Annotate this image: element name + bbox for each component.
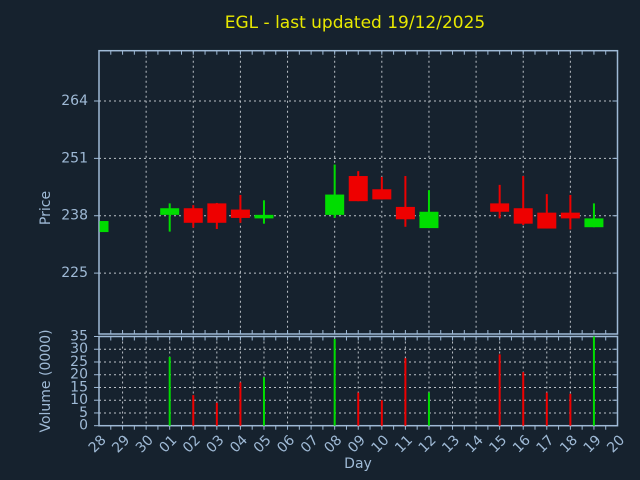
volume-bar-09 <box>357 392 360 426</box>
volume-bar-02 <box>192 395 195 426</box>
volume-bar-10 <box>380 400 383 426</box>
day-tick-label: 08 <box>321 432 345 456</box>
day-tick-label: 14 <box>463 432 487 456</box>
volume-tick-label: 10 <box>70 392 88 408</box>
candle-body-16 <box>513 208 533 224</box>
day-tick-label: 18 <box>557 432 581 456</box>
day-tick-label: 10 <box>369 432 393 456</box>
day-tick-label: 05 <box>251 432 275 456</box>
volume-bar-04 <box>239 382 242 426</box>
day-tick-label: 15 <box>486 432 510 456</box>
candle-body-04 <box>230 209 250 218</box>
day-tick-label: 04 <box>227 432 251 456</box>
candle-body-28 <box>99 221 109 233</box>
day-tick-label: 30 <box>133 432 157 456</box>
volume-tick-label: 30 <box>70 341 88 357</box>
candle-body-11 <box>395 206 415 220</box>
candle-body-17 <box>537 212 557 229</box>
day-tick-label: 13 <box>439 432 463 456</box>
volume-bar-15 <box>498 354 501 426</box>
day-tick-label: 17 <box>534 432 558 456</box>
candle-body-03 <box>207 203 227 223</box>
candle-body-01 <box>160 208 180 215</box>
volume-bar-12 <box>427 392 430 426</box>
volume-bar-17 <box>545 392 548 426</box>
volume-bar-03 <box>215 402 218 426</box>
day-tick-label: 19 <box>581 432 605 456</box>
volume-tick-label: 5 <box>79 405 88 421</box>
day-tick-label: 07 <box>298 432 322 456</box>
day-axis-title: Day <box>344 456 372 472</box>
price-tick-label: 251 <box>61 150 88 166</box>
candle-body-18 <box>560 212 580 219</box>
day-tick-label: 16 <box>510 432 534 456</box>
volume-tick-label: 0 <box>79 418 88 434</box>
candle-body-08 <box>325 194 345 215</box>
candles-group <box>99 164 604 233</box>
volume-bar-19 <box>592 336 595 426</box>
candle-body-02 <box>183 208 203 223</box>
candle-body-12 <box>419 211 439 229</box>
price-tick-label: 238 <box>61 208 88 224</box>
volume-bar-08 <box>333 339 336 426</box>
day-tick-label: 29 <box>109 432 133 456</box>
day-tick-label: 12 <box>416 432 440 456</box>
candle-body-09 <box>348 176 368 202</box>
volume-bar-01 <box>168 356 171 426</box>
volume-tick-label: 15 <box>70 379 88 395</box>
day-tick-label: 01 <box>156 432 180 456</box>
volume-tick-label: 20 <box>70 367 88 383</box>
price-tick-label: 225 <box>61 265 88 281</box>
volume-bar-11 <box>404 358 407 426</box>
day-tick-label: 06 <box>274 432 298 456</box>
volume-bar-16 <box>522 372 525 426</box>
volume-bar-18 <box>569 393 572 426</box>
day-tick-label: 11 <box>392 432 416 456</box>
price-tick-label: 264 <box>61 93 88 109</box>
volume-bar-05 <box>262 377 265 426</box>
day-tick-label: 03 <box>204 432 228 456</box>
volume-tick-label: 35 <box>70 329 88 345</box>
candle-body-05 <box>254 214 274 219</box>
day-tick-label: 28 <box>86 432 110 456</box>
candle-body-19 <box>584 218 604 228</box>
day-tick-label: 09 <box>345 432 369 456</box>
candle-body-15 <box>490 203 510 212</box>
day-tick-label: 02 <box>180 432 204 456</box>
chart-title: EGL - last updated 19/12/2025 <box>224 13 486 33</box>
candle-body-10 <box>372 189 392 200</box>
volume-tick-label: 25 <box>70 354 88 370</box>
day-tick-label: 20 <box>604 432 628 456</box>
